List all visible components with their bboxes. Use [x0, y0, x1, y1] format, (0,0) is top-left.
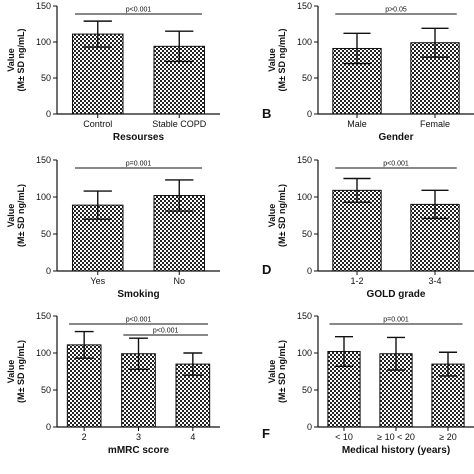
y-axis-title-d: Value(M± SD ng/mL): [267, 184, 287, 247]
y-tick-label-a-0: 0: [46, 109, 51, 119]
y-tick-label-e-3: 150: [36, 311, 51, 321]
x-tick-label-c-0: Yes: [90, 276, 105, 286]
y-tick-label-d-1: 50: [302, 229, 312, 239]
y-axis-title-a: Value(M± SD ng/mL): [6, 29, 26, 92]
x-tick-label-e-1: 3: [136, 432, 141, 442]
p-value-label-a-0: p<0.001: [126, 7, 152, 14]
x-tick-label-e-2: 4: [190, 432, 195, 442]
y-axis-title-line2-a: (M± SD ng/mL): [16, 29, 26, 92]
x-tick-label-e-0: 2: [82, 432, 87, 442]
y-tick-label-a-1: 50: [41, 73, 51, 83]
p-value-label-e-1: p<0.001: [153, 328, 179, 335]
y-axis-title-b: Value(M± SD ng/mL): [267, 29, 287, 92]
x-tick-label-d-0: 1-2: [350, 276, 363, 286]
y-tick-label-c-0: 0: [46, 266, 51, 276]
x-tick-label-a-0: Control: [83, 119, 112, 129]
x-tick-label-c-1: No: [173, 276, 185, 286]
y-axis-title-line2-c: (M± SD ng/mL): [16, 184, 26, 247]
x-tick-label-d-1: 3-4: [428, 276, 441, 286]
y-tick-label-e-0: 0: [46, 422, 51, 432]
y-tick-label-b-3: 150: [297, 1, 312, 11]
x-tick-label-f-0: < 10: [335, 432, 353, 442]
y-tick-label-c-2: 100: [36, 192, 51, 202]
y-axis-title-c: Value(M± SD ng/mL): [6, 184, 26, 247]
y-axis-title-line1-c: Value: [6, 204, 16, 228]
x-axis-title-c: Smoking: [117, 289, 159, 300]
p-value-label-d-0: p<0.001: [383, 161, 409, 168]
y-tick-label-d-3: 150: [297, 155, 312, 165]
y-tick-label-f-1: 50: [302, 385, 312, 395]
y-tick-label-b-1: 50: [302, 73, 312, 83]
y-tick-label-e-2: 100: [36, 348, 51, 358]
y-tick-label-b-2: 100: [297, 37, 312, 47]
y-axis-title-e: Value(M± SD ng/mL): [6, 340, 26, 403]
y-tick-label-b-0: 0: [307, 109, 312, 119]
y-tick-label-f-3: 150: [297, 311, 312, 321]
bar-d-0: [332, 189, 382, 272]
y-tick-label-d-2: 100: [297, 192, 312, 202]
y-tick-label-c-1: 50: [41, 229, 51, 239]
x-tick-label-f-2: ≥ 20: [439, 432, 456, 442]
x-axis-title-f: Medical history (years): [342, 445, 450, 456]
x-axis-title-b: Gender: [378, 132, 413, 143]
p-value-label-c-0: p=0.001: [126, 161, 152, 168]
y-axis-title-line1-d: Value: [267, 204, 277, 228]
y-axis-title-line2-e: (M± SD ng/mL): [16, 340, 26, 403]
panel-letter-f: F: [262, 426, 270, 441]
panel-letter-d: D: [262, 262, 271, 277]
x-tick-label-b-1: Female: [420, 119, 450, 129]
y-axis-title-line1-a: Value: [6, 48, 16, 72]
y-axis-title-f: Value(M± SD ng/mL): [267, 340, 287, 403]
y-tick-label-a-2: 100: [36, 37, 51, 47]
y-tick-label-c-3: 150: [36, 155, 51, 165]
y-tick-label-f-0: 0: [307, 422, 312, 432]
y-axis-title-line1-f: Value: [267, 360, 277, 384]
x-tick-label-f-1: ≥ 10 < 20: [377, 432, 415, 442]
x-tick-label-a-1: Stable COPD: [152, 119, 207, 129]
y-tick-label-d-0: 0: [307, 266, 312, 276]
y-tick-label-f-2: 100: [297, 348, 312, 358]
y-tick-label-e-1: 50: [41, 385, 51, 395]
x-axis-title-a: Resourses: [113, 132, 165, 143]
y-axis-title-line2-d: (M± SD ng/mL): [277, 184, 287, 247]
x-axis-title-d: GOLD grade: [367, 289, 426, 300]
y-axis-title-line2-b: (M± SD ng/mL): [277, 29, 287, 92]
x-axis-title-e: mMRC score: [108, 445, 170, 456]
y-axis-title-line1-e: Value: [6, 360, 16, 384]
p-value-label-e-0: p<0.001: [126, 317, 152, 324]
p-value-label-f-0: p=0.001: [383, 317, 409, 324]
x-tick-label-b-0: Male: [347, 119, 367, 129]
y-axis-title-line2-f: (M± SD ng/mL): [277, 340, 287, 403]
y-tick-label-a-3: 150: [36, 1, 51, 11]
y-axis-title-line1-b: Value: [267, 48, 277, 72]
p-value-label-b-0: p>0.05: [385, 7, 407, 14]
panel-letter-b: B: [262, 106, 271, 121]
